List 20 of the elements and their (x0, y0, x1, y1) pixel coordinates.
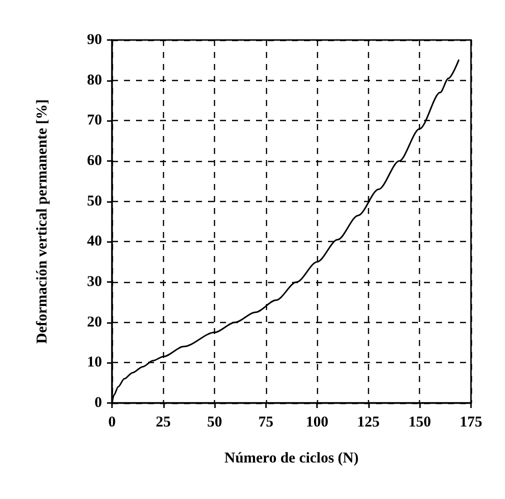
x-tick-label: 25 (156, 414, 171, 430)
y-axis-title: Deformación vertical permanente [%] (34, 99, 50, 344)
y-tick-label: 30 (87, 274, 102, 290)
x-tick-label: 175 (460, 414, 482, 430)
x-tick-label: 100 (306, 414, 328, 430)
y-tick-label: 20 (87, 314, 102, 330)
y-tick-label: 60 (87, 153, 102, 169)
x-tick-label: 150 (408, 414, 431, 430)
x-tick-label: 50 (207, 414, 222, 430)
y-tick-label: 0 (94, 395, 102, 411)
x-tick-label: 75 (258, 414, 274, 430)
y-tick-label: 50 (87, 193, 102, 210)
y-tick-label: 40 (87, 234, 102, 250)
y-tick-label: 80 (87, 72, 102, 88)
y-tick-label: 10 (87, 354, 102, 371)
x-axis-title: Número de ciclos (N) (224, 450, 359, 466)
x-tick-label: 0 (108, 414, 116, 430)
y-tick-label: 90 (87, 32, 102, 48)
y-tick-label: 70 (87, 112, 102, 129)
x-tick-label: 125 (357, 414, 380, 430)
